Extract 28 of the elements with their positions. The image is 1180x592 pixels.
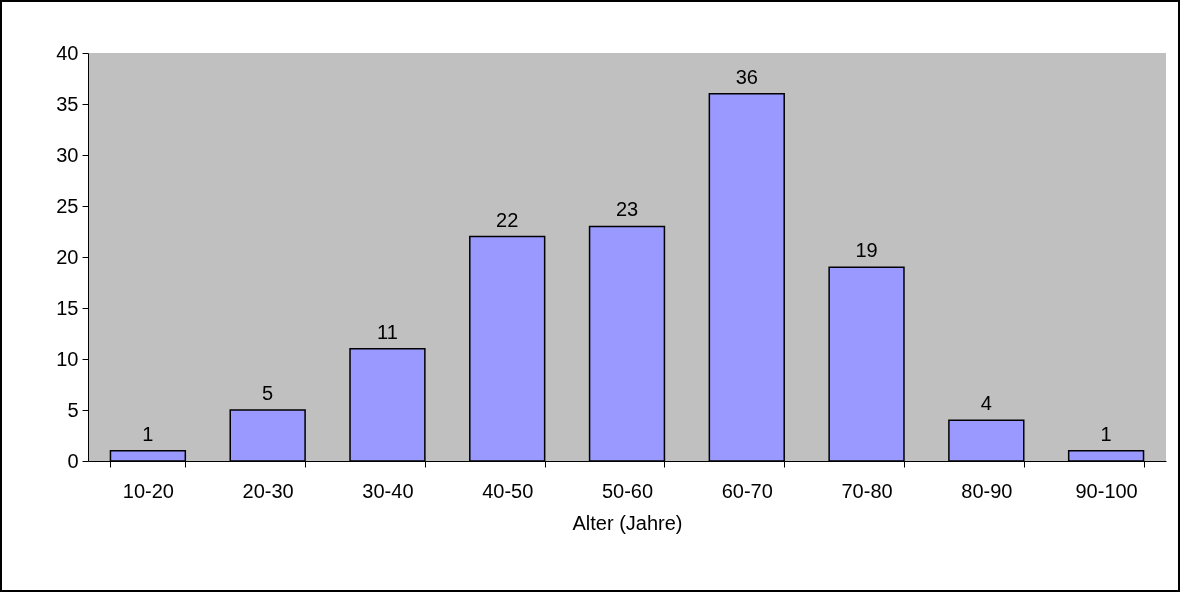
- y-tick-label: 5: [67, 398, 79, 421]
- x-axis-title: Alter (Jahre): [572, 511, 683, 534]
- x-tick-label: 90-100: [1075, 479, 1138, 502]
- y-tick-label: 20: [56, 245, 79, 268]
- y-tick-label: 40: [56, 41, 79, 64]
- x-tick-label: 20-30: [242, 479, 294, 502]
- x-tick-label: 50-60: [601, 479, 654, 502]
- y-tick-label: 0: [67, 449, 79, 472]
- data-label: 23: [615, 198, 639, 221]
- x-tick-label: 10-20: [122, 479, 174, 502]
- y-tick-label: 10: [56, 347, 79, 370]
- x-tick-label: 60-70: [721, 479, 773, 502]
- data-label: 22: [496, 208, 519, 231]
- data-label: 5: [262, 382, 274, 404]
- x-tick-label: 40-50: [482, 479, 534, 502]
- y-tick-label: 35: [56, 92, 79, 115]
- data-label: 36: [735, 65, 758, 88]
- y-tick-label: 15: [56, 296, 79, 319]
- data-label: 1: [1100, 422, 1112, 445]
- y-tick-label: 30: [56, 143, 79, 166]
- x-tick-label: 70-80: [841, 479, 893, 502]
- x-tick-label: 80-90: [961, 479, 1013, 502]
- data-label: 4: [980, 392, 992, 415]
- y-tick-label: 25: [56, 194, 79, 217]
- x-tick-label: 30-40: [362, 479, 414, 502]
- data-label: 19: [855, 239, 878, 262]
- data-label: 11: [377, 320, 398, 343]
- data-label: 1: [142, 422, 154, 445]
